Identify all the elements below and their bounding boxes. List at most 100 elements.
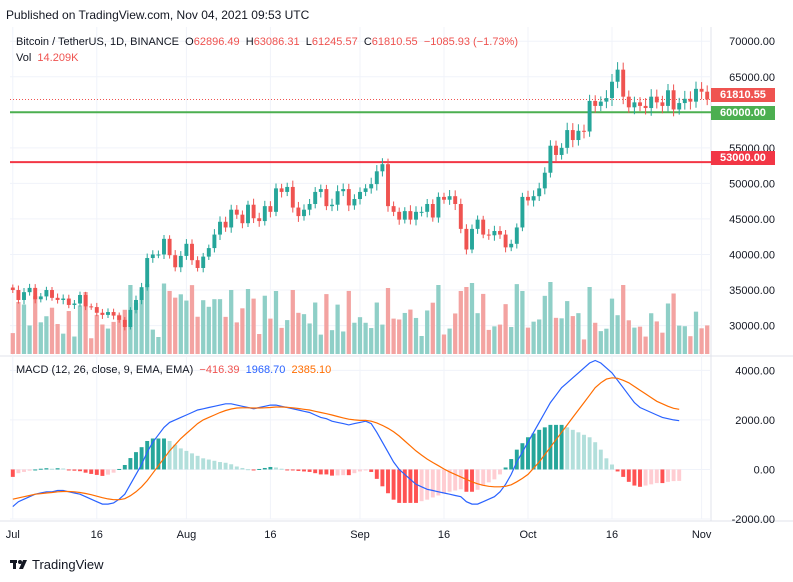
volume-bar xyxy=(576,313,581,354)
macd-tick-label: -2000.00 xyxy=(732,514,775,526)
candle-body xyxy=(44,290,49,297)
volume-bar xyxy=(189,285,195,354)
macd-histogram-bar xyxy=(346,469,351,476)
macd-histogram-bar xyxy=(330,469,334,476)
candle-body xyxy=(688,98,693,102)
candle-body xyxy=(335,191,340,205)
macd-histogram-bar xyxy=(223,462,228,470)
volume-bar xyxy=(525,327,531,354)
macd-histogram-bar xyxy=(386,469,390,494)
volume-bar xyxy=(66,311,71,354)
candle-body xyxy=(660,102,665,106)
volume-label: Vol xyxy=(16,52,32,64)
candle-body xyxy=(240,214,245,224)
macd-histogram-bar xyxy=(178,448,183,470)
candle-body xyxy=(503,234,508,248)
macd-histogram-bar xyxy=(307,469,312,472)
volume-bar xyxy=(514,284,519,354)
volume-bar xyxy=(425,310,430,354)
volume-bar xyxy=(587,287,592,354)
candle-body xyxy=(212,234,217,249)
macd-histogram-bar xyxy=(369,469,374,472)
volume-bar xyxy=(257,334,262,354)
macd-histogram-bar xyxy=(206,459,211,470)
candle-body xyxy=(464,228,469,250)
macd-histogram-bar xyxy=(587,437,592,470)
volume-bars xyxy=(10,282,710,354)
candle-body xyxy=(520,196,525,228)
published-caption: Published on TradingView.com, Nov 04, 20… xyxy=(6,8,310,22)
macd-histogram-bar xyxy=(246,469,250,471)
candle-body xyxy=(442,196,446,200)
macd-histogram-bar xyxy=(492,469,497,480)
volume-bar xyxy=(318,334,323,354)
volume-bar xyxy=(313,302,318,354)
candle-body xyxy=(621,69,626,97)
macd-histogram-bar xyxy=(72,469,77,471)
volume-bar xyxy=(61,333,66,354)
macd-histogram-bar xyxy=(666,469,670,482)
volume-bar xyxy=(262,295,267,354)
candle-body xyxy=(257,218,262,222)
time-tick-label: Aug xyxy=(177,529,197,541)
macd-histogram-bar xyxy=(134,452,138,470)
candle-body xyxy=(531,196,536,201)
macd-histogram-bar xyxy=(402,469,407,503)
candle-body xyxy=(33,287,38,300)
volume-bar xyxy=(133,302,139,354)
volume-bar xyxy=(89,338,94,354)
low-value: 61245.57 xyxy=(311,36,358,48)
candle-body xyxy=(587,100,592,132)
volume-bar xyxy=(609,298,615,354)
volume-bar xyxy=(285,320,290,354)
candle-body xyxy=(61,298,66,300)
macd-histogram-bar xyxy=(145,440,150,470)
candle-body xyxy=(498,231,502,235)
high-label: H xyxy=(245,36,254,48)
macd-histogram-bar xyxy=(358,469,362,472)
volume-bar xyxy=(49,307,55,354)
footer-brand[interactable]: TradingView xyxy=(10,557,104,572)
macd-histogram-bar xyxy=(526,437,530,470)
candle-body xyxy=(374,171,379,185)
volume-bar xyxy=(38,322,43,354)
macd-histogram-bar xyxy=(22,469,26,472)
volume-bar xyxy=(324,294,329,354)
macd-histogram-bar xyxy=(458,469,463,490)
macd-histogram xyxy=(10,424,682,503)
volume-bar xyxy=(503,304,508,354)
macd-histogram-bar xyxy=(649,469,654,485)
candle-body xyxy=(274,188,278,212)
candle-body xyxy=(100,312,105,315)
macd-histogram-bar xyxy=(565,427,570,470)
macd-histogram-bar xyxy=(290,469,295,471)
volume-bar xyxy=(565,301,570,354)
candle-body xyxy=(66,298,71,305)
candle-body xyxy=(402,211,407,220)
macd-histogram-bar xyxy=(363,469,368,471)
volume-bar xyxy=(419,336,424,354)
macd-histogram-bar xyxy=(391,469,396,500)
volume-bar xyxy=(492,326,497,354)
price-tick-label: 35000.00 xyxy=(729,285,775,297)
low-label: L xyxy=(305,36,312,48)
candle-body xyxy=(682,98,687,104)
candle-body xyxy=(570,130,575,141)
volume-bar xyxy=(178,294,183,354)
candle-body xyxy=(307,204,312,210)
volume-bar xyxy=(111,321,116,354)
macd-histogram-bar xyxy=(559,424,564,470)
macd-line xyxy=(12,359,680,508)
macd-histogram-bar xyxy=(268,466,273,470)
volume-bar xyxy=(604,328,609,354)
macd-histogram-bar xyxy=(285,469,290,471)
candle-body xyxy=(268,206,273,212)
candle-body xyxy=(369,184,374,189)
volume-bar xyxy=(341,331,346,354)
candle-body xyxy=(486,234,491,236)
tradingview-logo-icon xyxy=(10,560,27,569)
candle-body xyxy=(162,238,166,255)
macd-histogram-bar xyxy=(660,469,665,484)
candle-body xyxy=(671,90,676,110)
